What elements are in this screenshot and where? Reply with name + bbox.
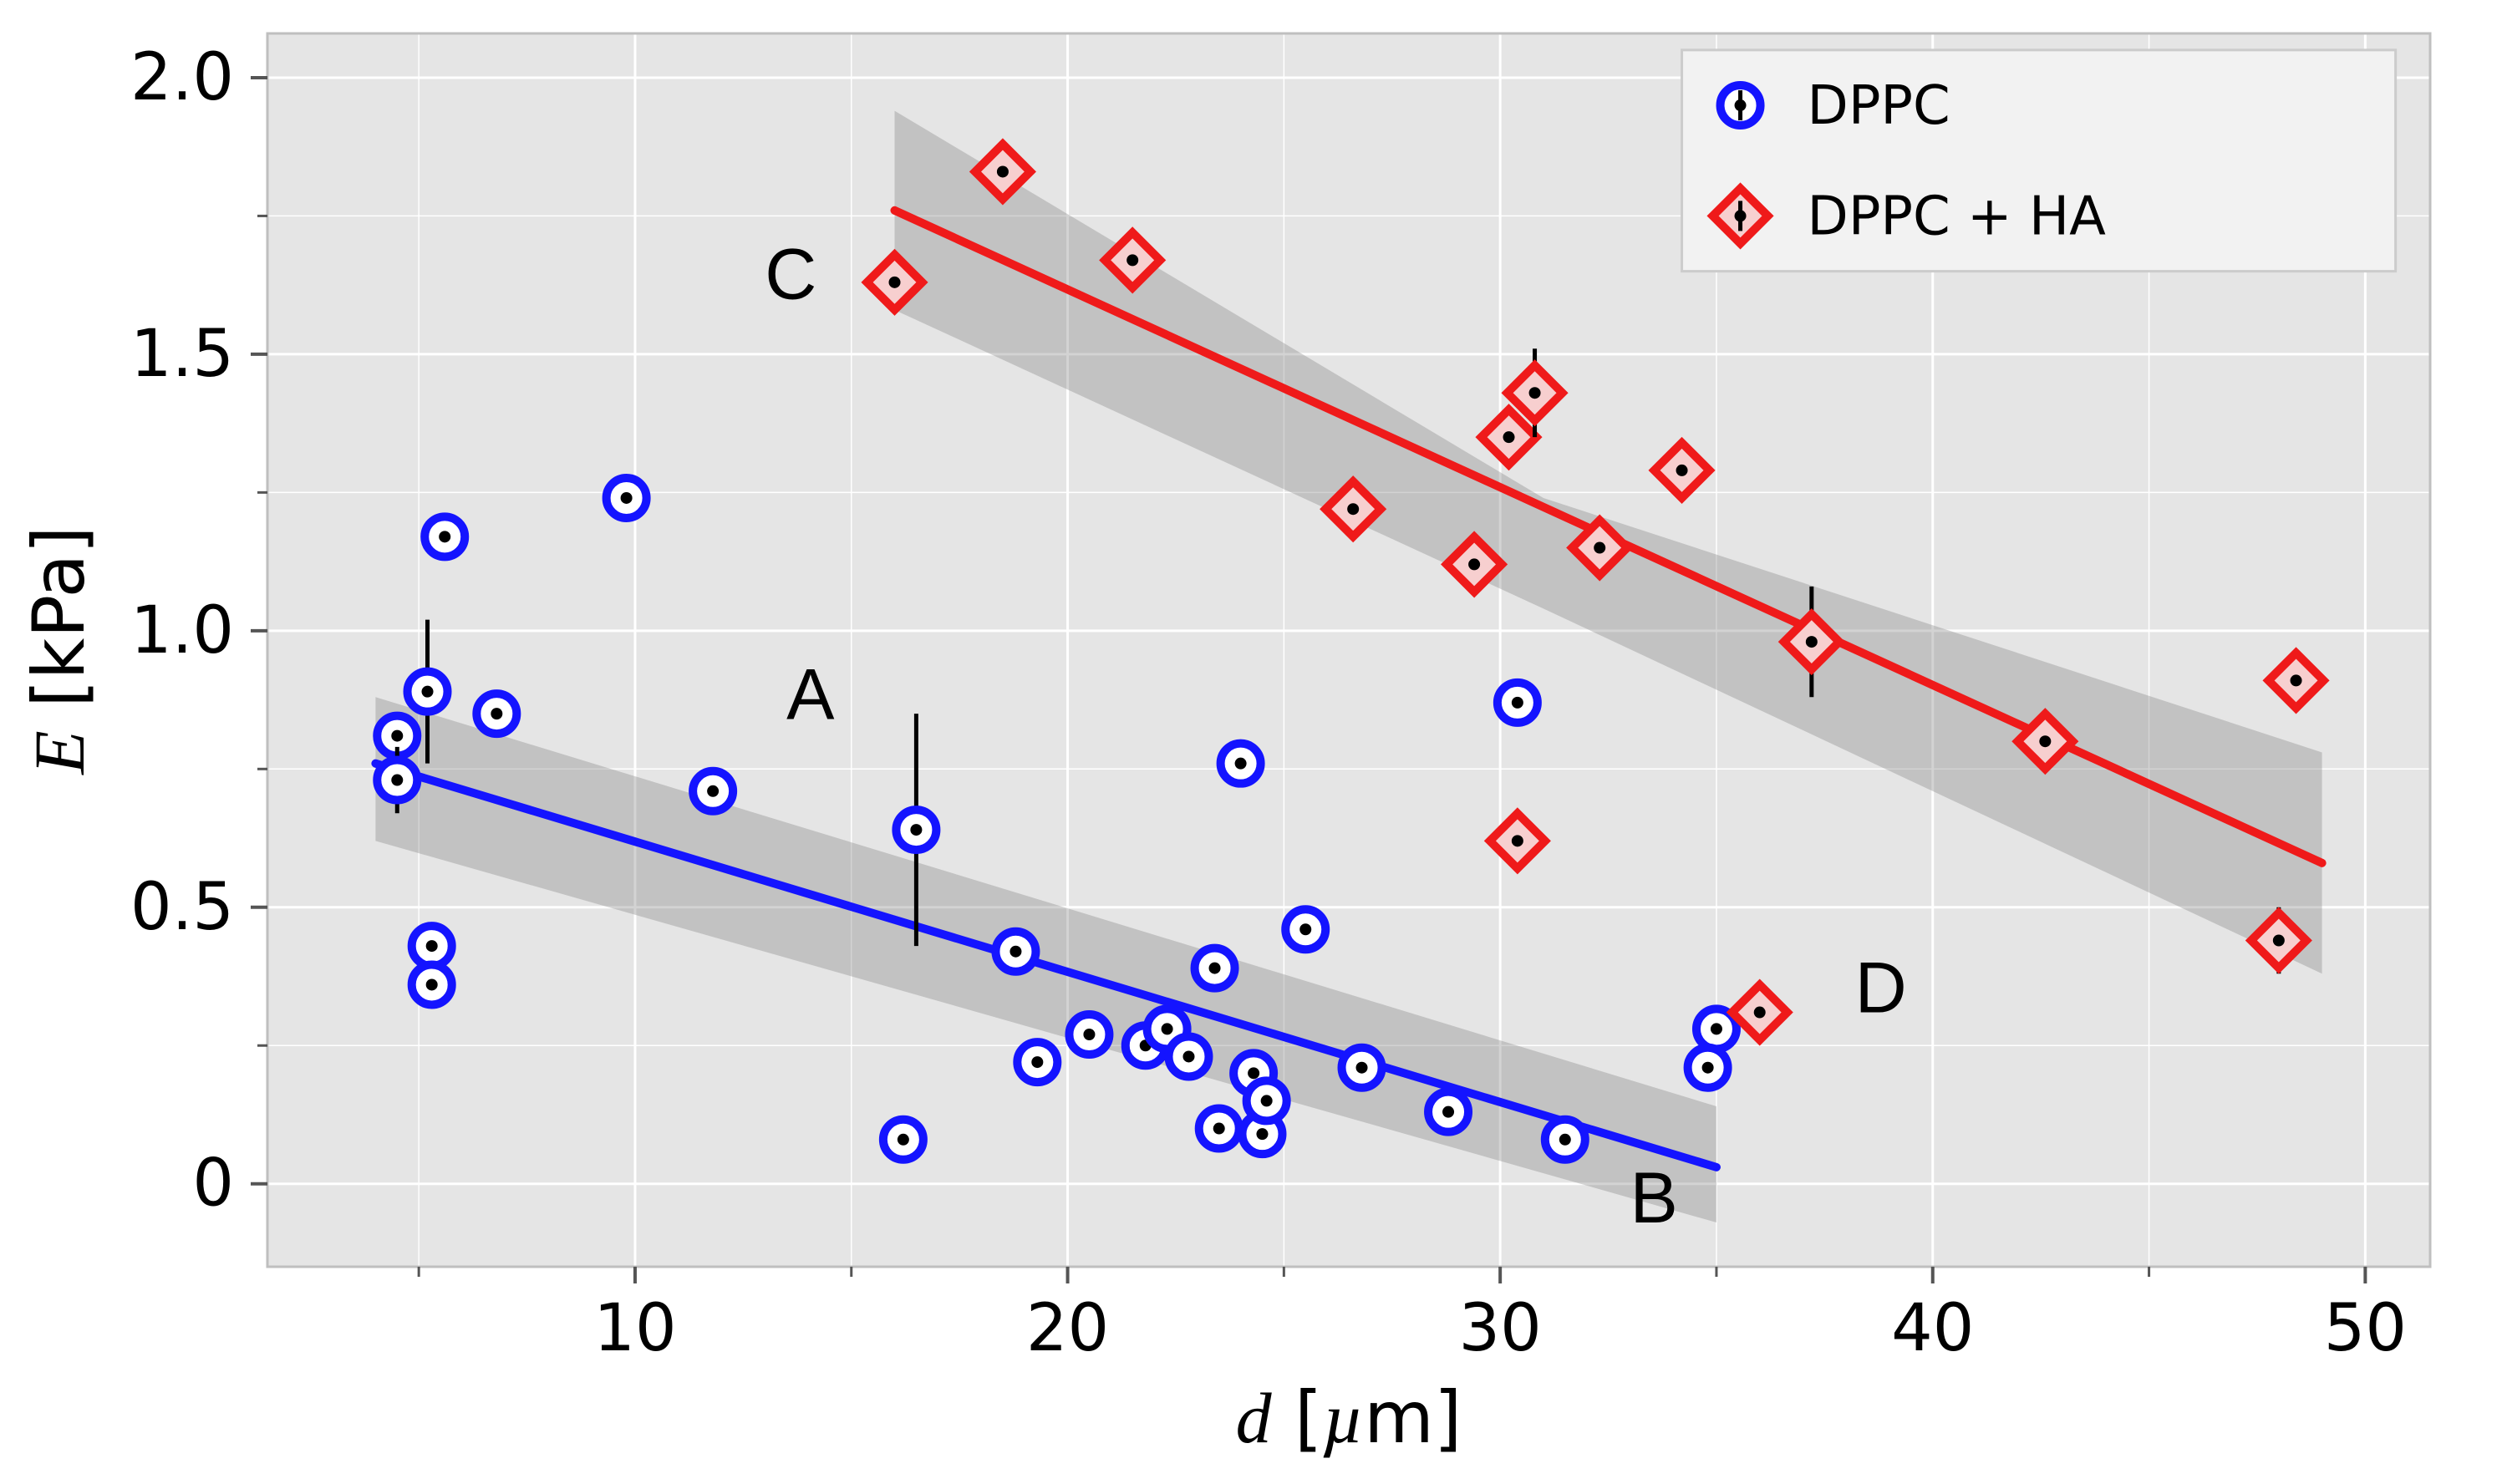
marker-dot [1559, 1134, 1571, 1146]
x-axis-label: d [µm] [1236, 1376, 1462, 1460]
x-tick-label: 40 [1891, 1291, 1974, 1366]
marker-dot [1083, 1029, 1095, 1040]
marker-dot [1512, 835, 1523, 846]
marker-dot [1213, 1123, 1225, 1135]
y-axis-label: E [kPa] [18, 526, 101, 776]
y-tick-label: 0.5 [130, 870, 234, 945]
marker-dot [1347, 503, 1359, 515]
x-tick-label: 10 [593, 1291, 676, 1366]
marker-dot [1009, 946, 1021, 958]
marker-dot [1711, 1023, 1722, 1034]
marker-dot [491, 708, 502, 719]
marker-dot [391, 775, 403, 786]
marker-dot [1182, 1050, 1194, 1062]
y-tick-label: 1.0 [130, 593, 234, 668]
marker-dot [422, 686, 434, 698]
x-tick-label: 30 [1459, 1291, 1542, 1366]
marker-dot [1468, 558, 1480, 570]
marker-dot [2039, 735, 2051, 747]
marker-dot [1162, 1023, 1173, 1034]
annotation-d: D [1855, 948, 1907, 1029]
y-tick-label: 2.0 [130, 40, 234, 115]
marker-dot [1299, 923, 1311, 935]
y-tick-label: 1.5 [130, 317, 234, 392]
y-tick-label: 0 [192, 1146, 234, 1222]
marker-dot [1248, 1067, 1259, 1079]
marker-dot [1512, 697, 1523, 709]
marker-dot [889, 277, 901, 288]
marker-dot [1442, 1106, 1454, 1118]
marker-dot [426, 978, 438, 990]
marker-dot [1503, 431, 1515, 443]
marker-dot [1235, 758, 1247, 770]
marker-dot [1031, 1056, 1043, 1068]
marker-dot [621, 492, 633, 504]
chart-container: 10 20 30 40 50 0 0.5 1.0 1.5 2.0 d [µm] E [kPa] A B C D… [0, 0, 2497, 1484]
legend-label: DPPC + HA [1808, 186, 2107, 247]
x-tick-label: 50 [2324, 1291, 2407, 1366]
marker-dot [1702, 1062, 1714, 1074]
marker-dot [1594, 542, 1605, 554]
marker-dot [391, 730, 403, 742]
marker-dot [2273, 934, 2285, 946]
marker-dot [1676, 465, 1688, 476]
annotation-c: C [765, 235, 816, 315]
marker-dot [910, 824, 922, 836]
annotation-b: B [1630, 1158, 1677, 1238]
marker-dot [1754, 1007, 1766, 1019]
marker-dot [426, 940, 438, 952]
legend-label: DPPC [1808, 75, 1950, 137]
marker-dot [898, 1134, 909, 1146]
marker-dot [2291, 674, 2302, 686]
marker-dot [1126, 254, 1138, 266]
annotation-a: A [786, 655, 835, 735]
marker-dot [1806, 636, 1818, 648]
marker-dot [1529, 387, 1541, 399]
marker-dot [997, 165, 1009, 177]
marker-dot [1256, 1128, 1268, 1140]
marker-dot [1261, 1095, 1273, 1106]
marker-dot [707, 785, 719, 797]
marker-dot [1356, 1062, 1368, 1074]
x-tick-label: 20 [1026, 1291, 1109, 1366]
marker-dot [439, 531, 450, 542]
marker-dot [1209, 963, 1221, 974]
